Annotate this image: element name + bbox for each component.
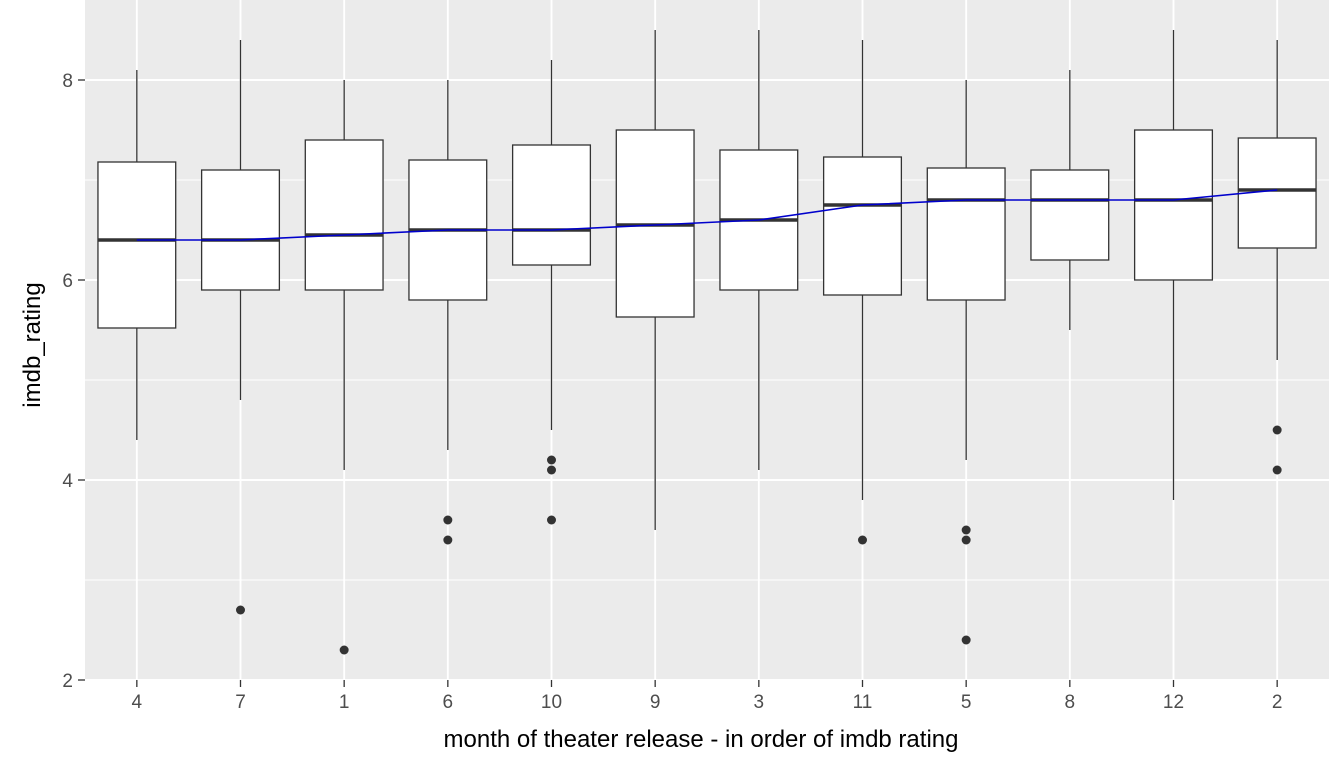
- box-iqr: [822, 156, 903, 296]
- box-iqr: [1133, 129, 1214, 281]
- y-axis-title: imdb_rating: [19, 282, 46, 407]
- box-iqr: [926, 167, 1006, 301]
- outlier-point: [858, 535, 867, 545]
- y-tick-label: 4: [62, 471, 73, 492]
- x-tick-label: 4: [132, 692, 143, 713]
- box-iqr: [97, 161, 177, 329]
- axes: 2 4 6 8 4 7 1 6 10 9 3 11 5 8 12 2: [62, 71, 1282, 713]
- box-iqr: [200, 169, 281, 291]
- outlier-point: [339, 645, 349, 655]
- outlier-point: [961, 635, 971, 645]
- box-12: [1133, 30, 1214, 500]
- median-trend: [136, 189, 1278, 241]
- box-plots: [97, 30, 1317, 655]
- outlier-point: [961, 525, 971, 535]
- box-10: [511, 60, 592, 525]
- x-tick-label: 7: [235, 692, 246, 713]
- median-trend-line: [136, 189, 1278, 241]
- outlier-point: [961, 535, 971, 545]
- x-tick-label: 3: [754, 692, 765, 713]
- x-axis-title: month of theater release - in order of i…: [444, 726, 959, 753]
- box-11: [822, 40, 903, 545]
- box-iqr: [1030, 169, 1110, 261]
- outlier-point: [547, 455, 556, 465]
- x-tick-label: 11: [853, 692, 873, 713]
- outlier-point: [236, 605, 245, 615]
- outlier-point: [443, 515, 453, 525]
- y-tick-label: 2: [62, 671, 73, 692]
- outlier-point: [443, 535, 453, 545]
- outlier-point: [1272, 465, 1282, 475]
- box-1: [304, 80, 384, 655]
- outlier-point: [547, 515, 556, 525]
- x-tick-label: 12: [1163, 692, 1184, 713]
- box-iqr: [511, 144, 592, 266]
- outlier-point: [547, 465, 556, 475]
- box-iqr: [304, 139, 384, 291]
- y-tick-label: 6: [62, 271, 73, 292]
- x-tick-label: 10: [541, 692, 562, 713]
- y-tick-label: 8: [62, 71, 73, 92]
- box-7: [200, 40, 281, 615]
- x-tick-label: 1: [339, 692, 350, 713]
- x-tick-label: 5: [961, 692, 972, 713]
- outlier-point: [1272, 425, 1282, 435]
- x-tick-label: 9: [650, 692, 661, 713]
- x-tick-label: 2: [1272, 692, 1283, 713]
- x-tick-label: 6: [443, 692, 454, 713]
- box-8: [1030, 70, 1110, 330]
- plot-panel: [85, 0, 1329, 680]
- box-5: [926, 80, 1006, 645]
- x-tick-label: 8: [1065, 692, 1076, 713]
